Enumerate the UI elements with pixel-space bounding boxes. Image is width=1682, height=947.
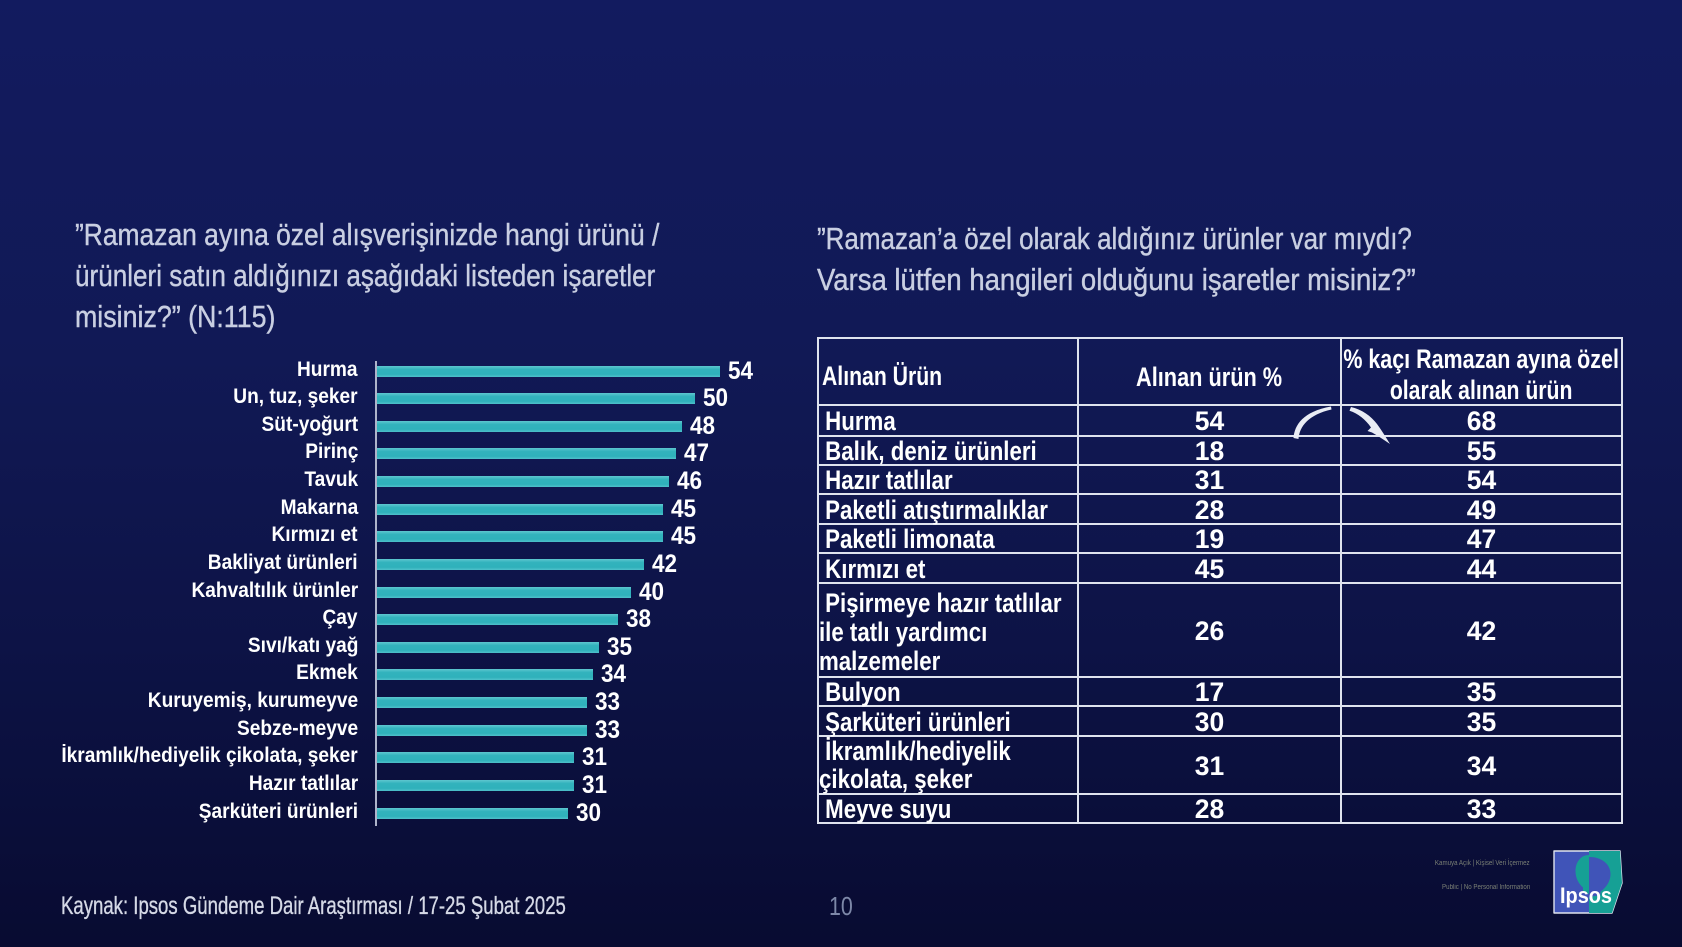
svg-text:Ipsos: Ipsos [1560,883,1612,908]
